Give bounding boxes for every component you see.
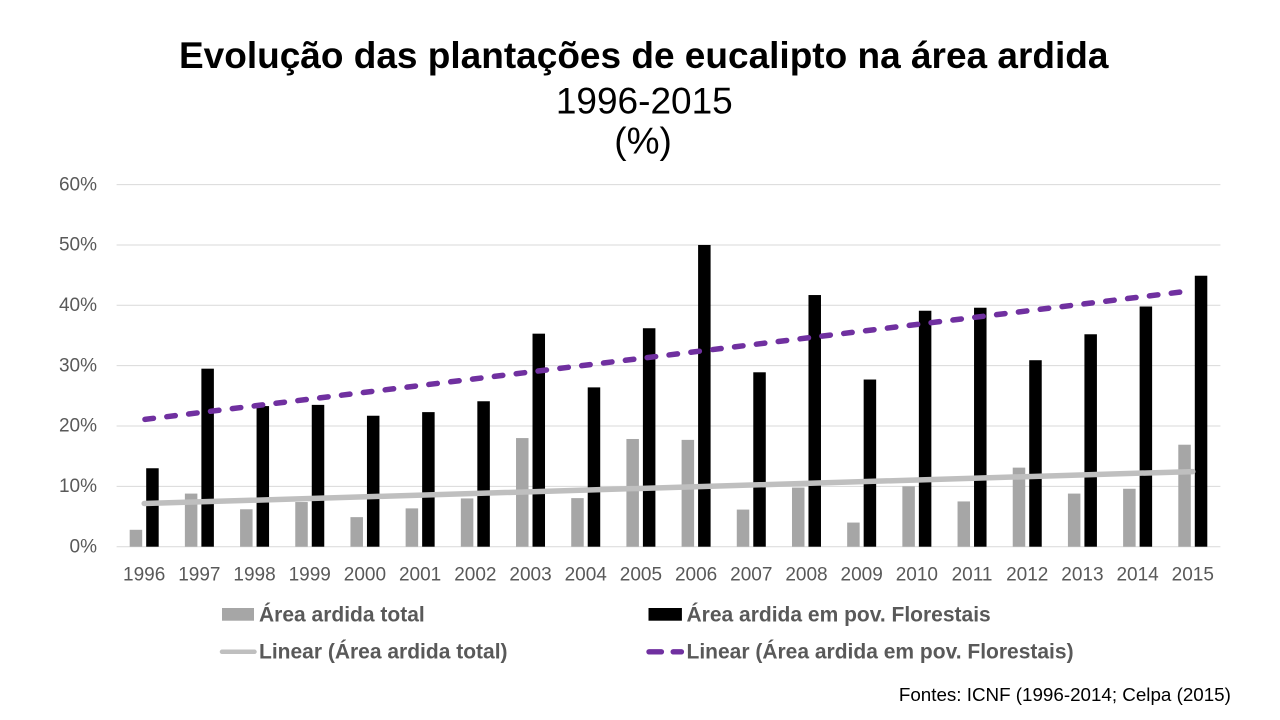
svg-text:2009: 2009 xyxy=(841,564,883,585)
svg-text:2005: 2005 xyxy=(620,564,662,585)
svg-text:40%: 40% xyxy=(59,295,97,316)
svg-text:(%): (%) xyxy=(614,121,672,162)
svg-text:2003: 2003 xyxy=(509,564,551,585)
svg-text:1996: 1996 xyxy=(123,564,165,585)
svg-text:50%: 50% xyxy=(59,235,97,256)
svg-text:2011: 2011 xyxy=(952,564,993,585)
svg-text:2013: 2013 xyxy=(1061,564,1103,585)
svg-text:Área ardida em pov. Florestais: Área ardida em pov. Florestais xyxy=(687,603,991,626)
svg-text:30%: 30% xyxy=(59,355,97,376)
svg-text:20%: 20% xyxy=(59,416,97,437)
svg-text:Evolução das plantações de euc: Evolução das plantações de eucalipto na … xyxy=(179,35,1109,76)
svg-text:2002: 2002 xyxy=(454,564,496,585)
svg-text:Linear (Área ardida total): Linear (Área ardida total) xyxy=(259,641,508,664)
svg-text:Fontes: ICNF (1996-2014; Celpa: Fontes: ICNF (1996-2014; Celpa (2015) xyxy=(899,684,1231,705)
svg-text:1998: 1998 xyxy=(233,564,275,585)
svg-text:10%: 10% xyxy=(59,476,97,497)
svg-text:2015: 2015 xyxy=(1172,564,1214,585)
svg-text:Linear (Área ardida em pov. Fl: Linear (Área ardida em pov. Florestais) xyxy=(687,641,1074,664)
svg-text:60%: 60% xyxy=(59,174,97,195)
svg-text:2014: 2014 xyxy=(1116,564,1159,585)
svg-text:2010: 2010 xyxy=(896,564,938,585)
svg-text:Área ardida total: Área ardida total xyxy=(259,603,425,626)
svg-text:2012: 2012 xyxy=(1006,564,1048,585)
svg-text:1997: 1997 xyxy=(178,564,220,585)
svg-text:2004: 2004 xyxy=(565,564,608,585)
svg-text:0%: 0% xyxy=(70,536,98,557)
svg-text:2000: 2000 xyxy=(344,564,386,585)
svg-text:2006: 2006 xyxy=(675,564,717,585)
svg-text:2008: 2008 xyxy=(785,564,827,585)
svg-text:1999: 1999 xyxy=(289,564,331,585)
svg-text:2007: 2007 xyxy=(730,564,772,585)
svg-text:1996-2015: 1996-2015 xyxy=(556,80,733,121)
svg-text:2001: 2001 xyxy=(399,564,441,585)
